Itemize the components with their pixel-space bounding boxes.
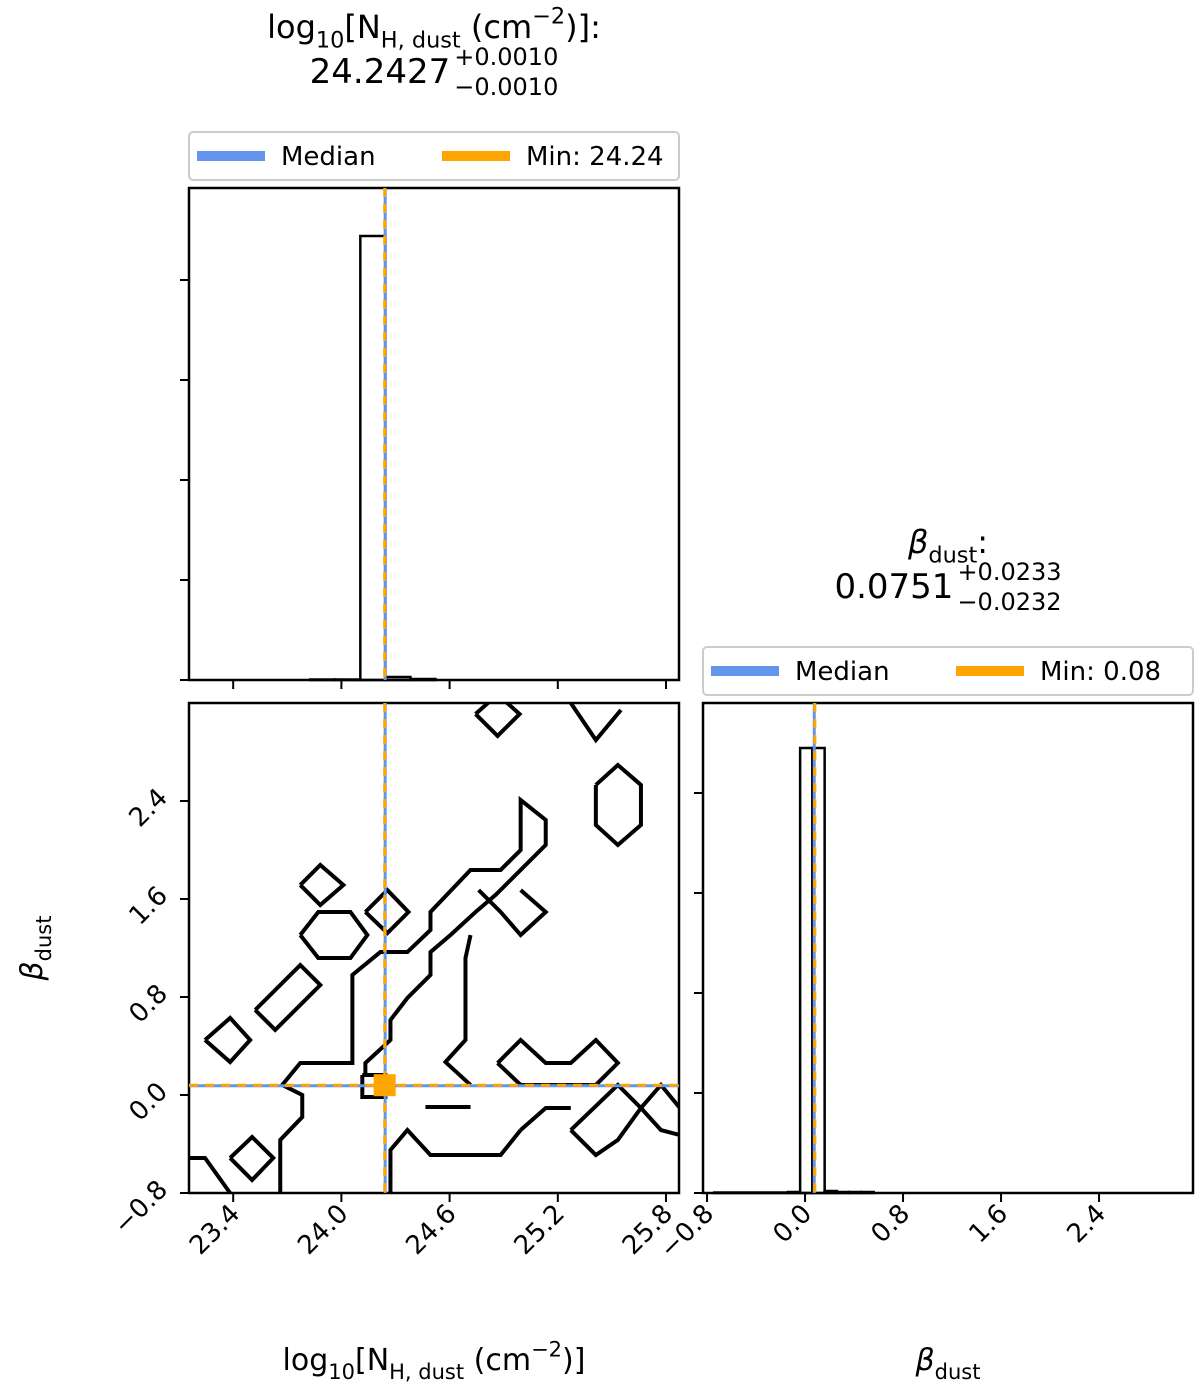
contours [189,703,679,1193]
contour-line [639,1106,679,1137]
hist-bar [786,1190,802,1195]
label-part: dust [928,543,977,569]
contour-line [388,1127,523,1193]
title-median: 24.2427 [310,52,451,92]
axes-frame [701,701,1195,1195]
panel-title: βdust: [907,523,988,569]
label-part: : [977,523,988,561]
contour-line [569,703,623,744]
title-err-plus: +0.0233 [957,558,1061,586]
contour-line [228,1134,277,1183]
contour-line [442,934,473,1087]
contour-line [189,1155,232,1193]
label-part: H, dust [381,28,461,54]
hist-bar [811,746,826,1195]
label-part: −2 [532,4,565,30]
label-part: )]: [565,8,601,46]
hist-bar [823,1189,839,1195]
contour-line [477,888,549,938]
legend-label: Median [281,142,376,172]
label-part: −2 [531,1338,562,1362]
title-median: 0.0751 [834,567,953,607]
contour-line [569,1106,643,1158]
hist-bar [835,1190,851,1195]
label-part: 10 [316,28,345,54]
label-part: β [915,1343,935,1378]
legend-label: Min: 24.24 [526,142,664,172]
title-err-plus: +0.0010 [454,43,558,71]
legend-box [188,131,680,181]
contour-line [298,862,347,908]
legend-label: Median [795,657,890,687]
hist-bar [847,1190,863,1195]
title-err-minus: −0.0010 [454,73,558,101]
contour-line [278,795,548,1193]
hist-bar [334,678,362,682]
label-part: dust [935,1360,981,1384]
title-err-minus: −0.0232 [957,588,1061,616]
hist-bar [713,1191,790,1195]
hist-bar [409,677,437,682]
y-axis-label: βdust [15,916,56,982]
x-axis-label: βdust [915,1343,981,1384]
axes-frame [187,701,681,1195]
contour-line [474,703,523,739]
contour-line [519,1105,571,1132]
label-part: log [267,8,316,46]
contour-line [298,909,370,961]
label-part: log [283,1343,329,1378]
label-part: [N [355,1343,389,1378]
legend-box [702,646,1194,696]
label-part: H, dust [389,1360,464,1384]
hist-bar [308,678,337,682]
contour-line [593,762,643,848]
contour-line [363,887,412,936]
label-part: 10 [328,1360,355,1384]
contour-line [203,1015,253,1065]
label-part: dust [32,916,56,962]
label-part: (cm [461,8,532,46]
label-part: β [15,961,50,981]
label-part: β [907,523,928,561]
contour-line [253,962,324,1033]
legend-label: Min: 0.08 [1040,657,1161,687]
min-marker [373,1074,396,1097]
contour-line [569,1081,679,1132]
label-part: )] [562,1343,585,1378]
x-axis-label: log10[NH, dust (cm−2)] [283,1338,586,1385]
label-part: (cm [464,1343,531,1378]
hist-bar [860,1190,875,1195]
panel-title: log10[NH, dust (cm−2)]: [267,4,601,54]
label-part: [N [344,8,380,46]
